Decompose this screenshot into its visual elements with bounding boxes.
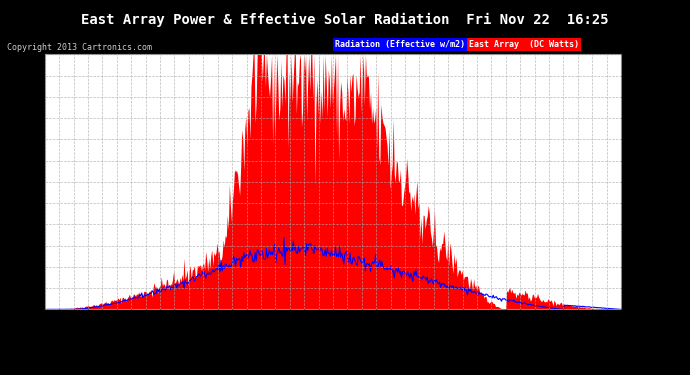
Text: Copyright 2013 Cartronics.com: Copyright 2013 Cartronics.com [7,43,152,52]
Text: Radiation (Effective w/m2): Radiation (Effective w/m2) [335,40,464,49]
Text: East Array  (DC Watts): East Array (DC Watts) [469,40,579,49]
Text: East Array Power & Effective Solar Radiation  Fri Nov 22  16:25: East Array Power & Effective Solar Radia… [81,13,609,27]
